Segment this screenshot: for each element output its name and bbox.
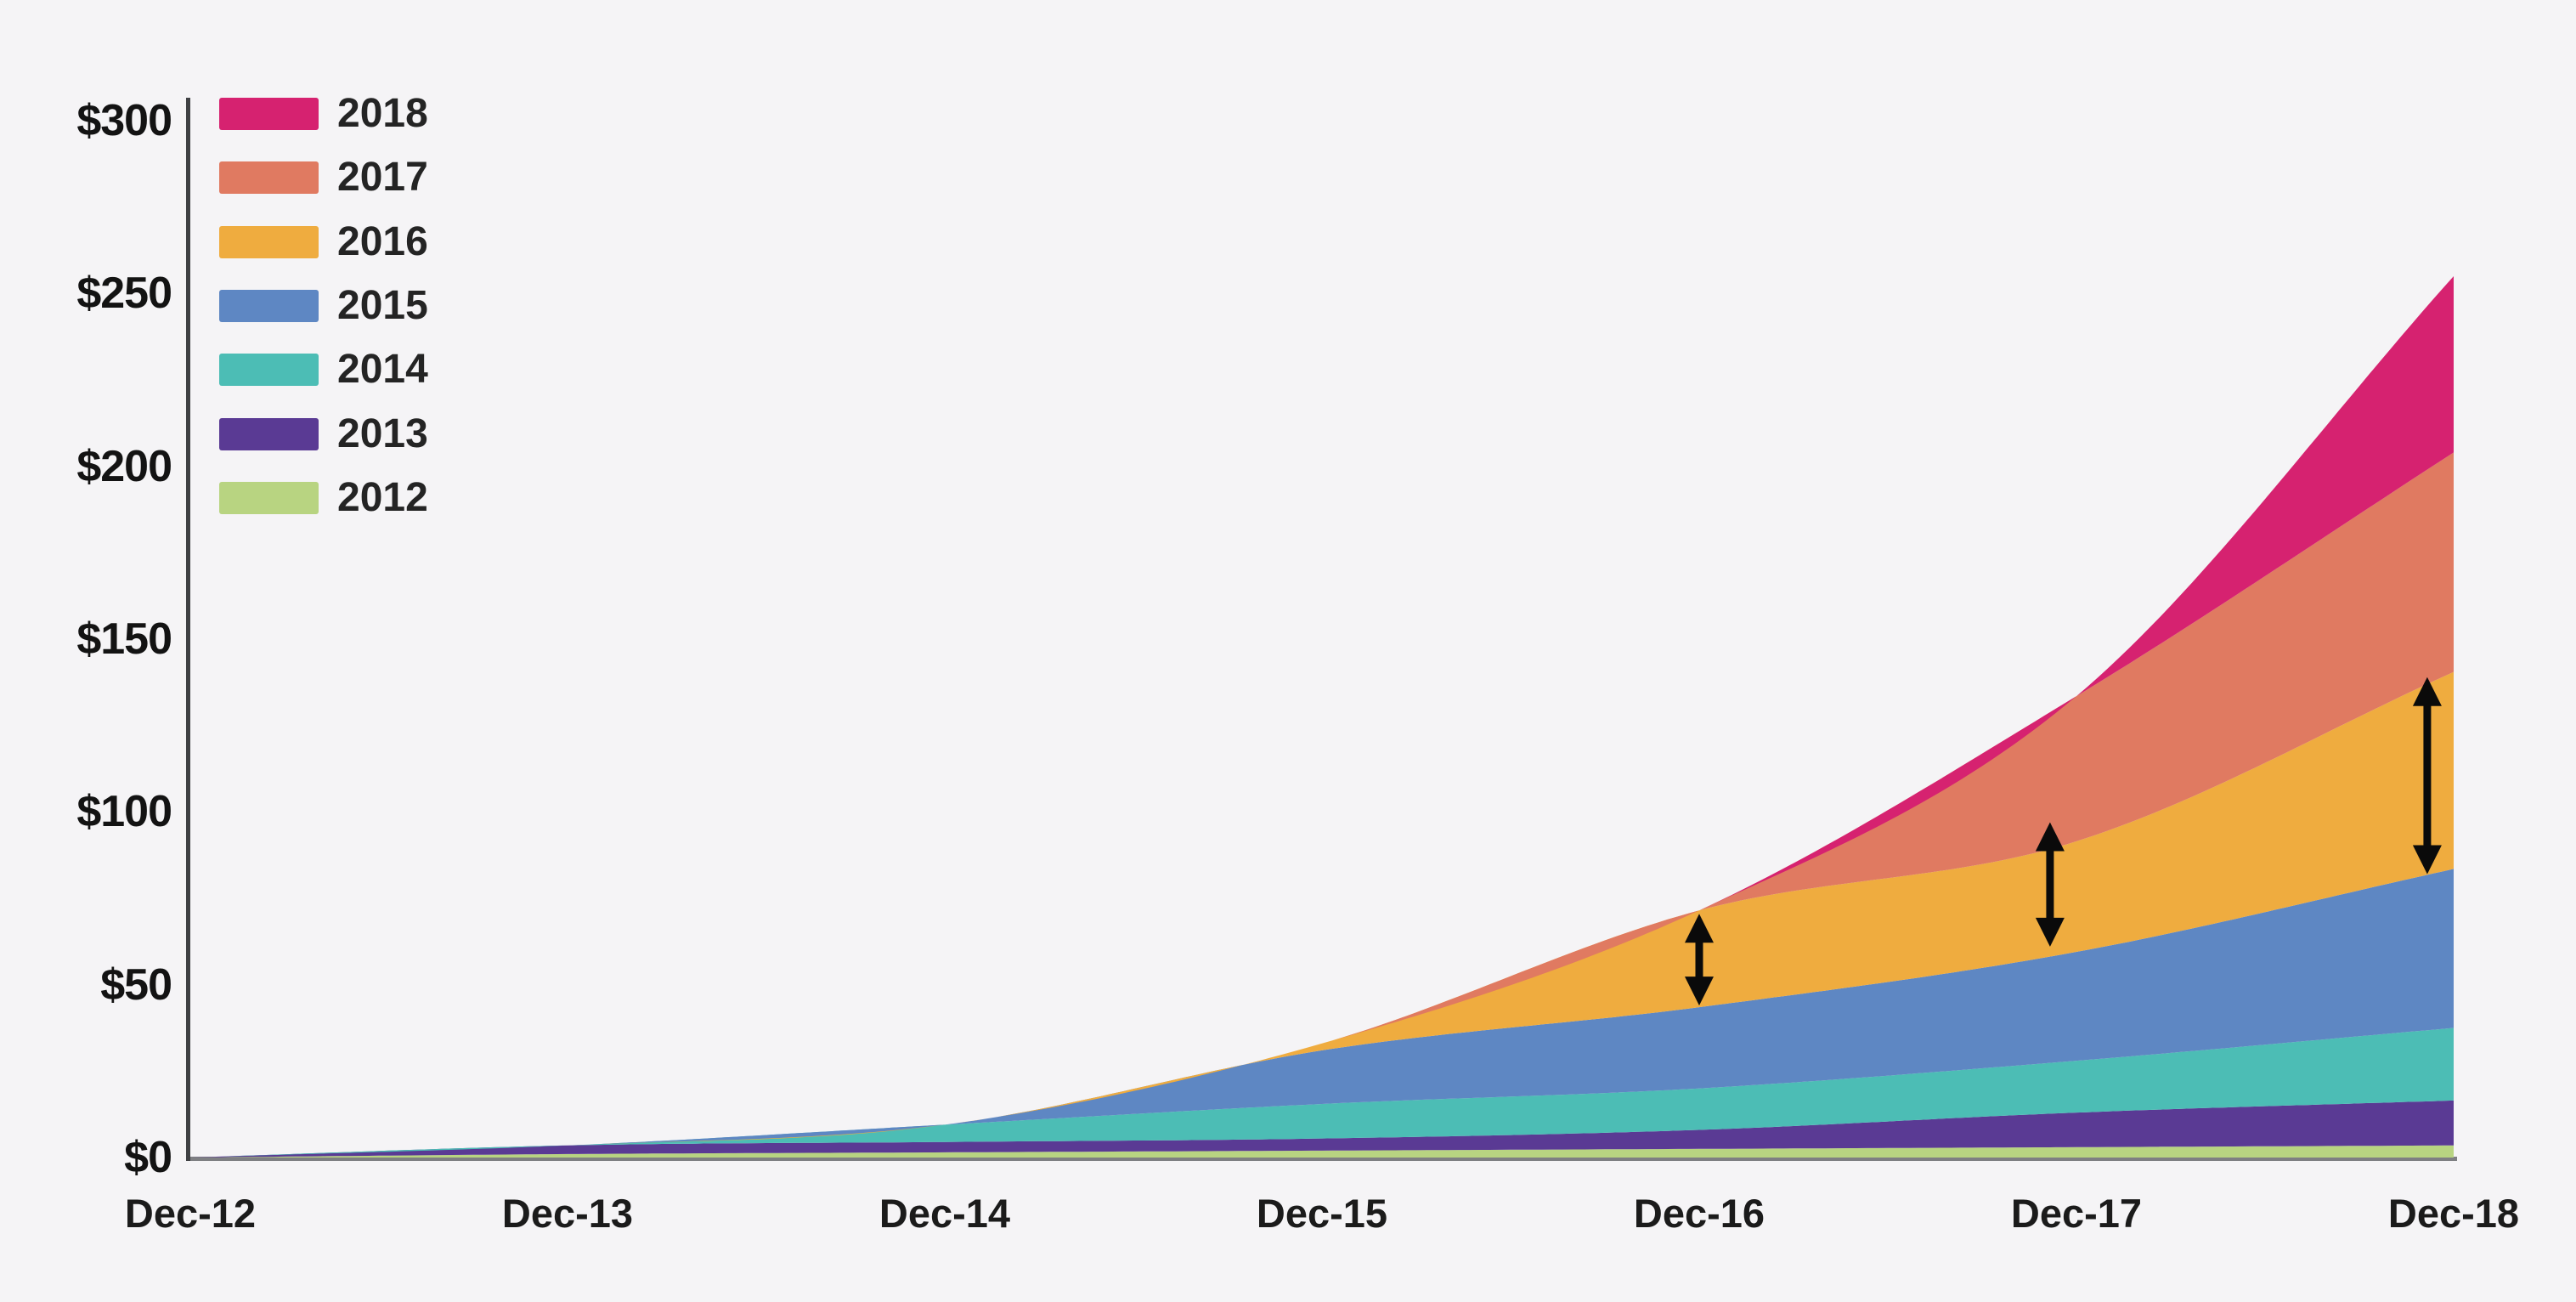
y-tick-label: $50: [100, 960, 172, 1010]
x-tick-label: Dec-13: [501, 1191, 634, 1236]
legend-item-2018: 2018: [219, 91, 428, 136]
legend-item-2013: 2013: [219, 410, 428, 456]
legend-item-2017: 2017: [219, 155, 428, 201]
x-tick-label: Dec-18: [2387, 1191, 2520, 1236]
y-tick-label: $300: [76, 96, 172, 145]
y-tick-label: $100: [76, 787, 172, 837]
y-tick-label: $200: [76, 441, 172, 491]
legend-swatch-icon: [219, 417, 319, 450]
x-tick-label: Dec-14: [878, 1191, 1011, 1236]
legend-label: 2016: [337, 218, 428, 264]
legend-label: 2018: [337, 91, 428, 136]
y-axis-line: [186, 98, 190, 1161]
x-tick-label: Dec-15: [1256, 1191, 1388, 1236]
legend-label: 2015: [337, 282, 428, 328]
legend-swatch-icon: [219, 161, 319, 195]
area-band-2013: [190, 1100, 2454, 1158]
x-axis-line: [186, 1157, 2457, 1161]
area-band-2015: [190, 869, 2454, 1158]
legend-item-2012: 2012: [219, 474, 428, 520]
legend-label: 2013: [337, 410, 428, 456]
area-band-2017: [190, 452, 2454, 1158]
legend-swatch-icon: [219, 98, 319, 130]
area-band-2014: [190, 1027, 2454, 1158]
x-tick-label: Dec-16: [1633, 1191, 1765, 1236]
legend-swatch-icon: [219, 225, 319, 258]
y-tick-label: $250: [76, 269, 172, 319]
legend-item-2016: 2016: [219, 218, 428, 264]
legend-label: 2012: [337, 474, 428, 520]
y-tick-label: $150: [76, 614, 172, 664]
legend-item-2015: 2015: [219, 282, 428, 328]
legend-swatch-icon: [219, 354, 319, 387]
legend-label: 2017: [337, 155, 428, 201]
growth-arrow-Dec-16: [1685, 914, 1714, 1006]
legend-swatch-icon: [219, 481, 319, 514]
growth-arrow-Dec-17: [2035, 822, 2065, 947]
legend-label: 2014: [337, 347, 428, 393]
area-band-2012: [190, 1145, 2454, 1158]
y-tick-label: $0: [124, 1133, 172, 1182]
growth-arrow-Dec-18: [2412, 676, 2442, 875]
legend-swatch-icon: [219, 289, 319, 322]
x-tick-label: Dec-17: [2010, 1191, 2143, 1236]
legend-item-2014: 2014: [219, 347, 428, 393]
area-band-2016: [190, 671, 2454, 1158]
x-tick-label: Dec-12: [124, 1191, 257, 1236]
